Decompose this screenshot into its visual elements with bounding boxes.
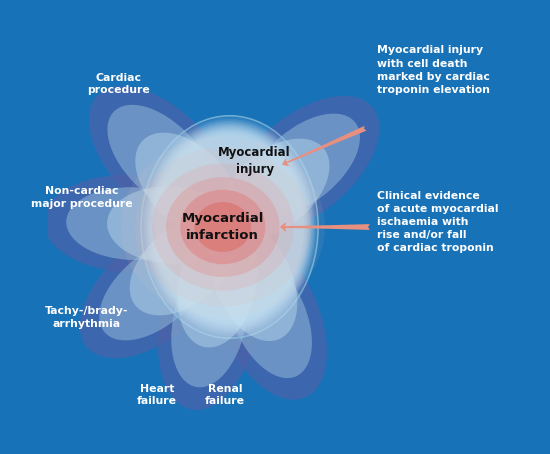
- Ellipse shape: [142, 118, 317, 336]
- Ellipse shape: [89, 86, 232, 230]
- Ellipse shape: [107, 105, 214, 211]
- Ellipse shape: [156, 134, 304, 320]
- Text: Tachy-/brady-
arrhythmia: Tachy-/brady- arrhythmia: [45, 306, 128, 329]
- Ellipse shape: [146, 123, 313, 331]
- Ellipse shape: [66, 187, 198, 260]
- Ellipse shape: [150, 128, 309, 326]
- Ellipse shape: [171, 257, 248, 387]
- Ellipse shape: [107, 186, 234, 264]
- Ellipse shape: [135, 133, 240, 238]
- Text: Myocardial injury
with cell death
marked by cardiac
troponin elevation: Myocardial injury with cell death marked…: [377, 45, 490, 95]
- Ellipse shape: [158, 235, 261, 410]
- Text: Heart
failure: Heart failure: [137, 384, 177, 406]
- Text: Myocardial
injury: Myocardial injury: [218, 146, 291, 176]
- Ellipse shape: [155, 133, 305, 321]
- Ellipse shape: [227, 254, 312, 378]
- Ellipse shape: [177, 222, 257, 347]
- Ellipse shape: [152, 163, 294, 291]
- Ellipse shape: [153, 131, 306, 323]
- Ellipse shape: [229, 96, 380, 232]
- Ellipse shape: [194, 202, 251, 252]
- Ellipse shape: [43, 174, 221, 273]
- Ellipse shape: [149, 126, 310, 328]
- Text: Renal
failure: Renal failure: [205, 384, 245, 406]
- Ellipse shape: [220, 138, 329, 240]
- Text: Cardiac
procedure: Cardiac procedure: [87, 73, 150, 95]
- Ellipse shape: [144, 119, 316, 335]
- Ellipse shape: [212, 232, 327, 400]
- Ellipse shape: [152, 129, 307, 325]
- Ellipse shape: [130, 214, 239, 316]
- Text: Clinical evidence
of acute myocardial
ischaemia with
rise and/or fall
of cardiac: Clinical evidence of acute myocardial is…: [377, 191, 499, 253]
- Ellipse shape: [210, 221, 298, 341]
- Ellipse shape: [249, 114, 360, 215]
- Ellipse shape: [141, 116, 318, 338]
- Ellipse shape: [148, 124, 311, 330]
- Ellipse shape: [166, 177, 279, 277]
- Ellipse shape: [180, 190, 265, 264]
- Text: Myocardial
infarction: Myocardial infarction: [182, 212, 264, 242]
- Ellipse shape: [80, 222, 230, 358]
- Ellipse shape: [145, 121, 314, 333]
- Text: Non-cardiac
major procedure: Non-cardiac major procedure: [31, 186, 133, 209]
- Ellipse shape: [99, 239, 211, 340]
- Ellipse shape: [120, 136, 325, 318]
- Ellipse shape: [135, 148, 311, 306]
